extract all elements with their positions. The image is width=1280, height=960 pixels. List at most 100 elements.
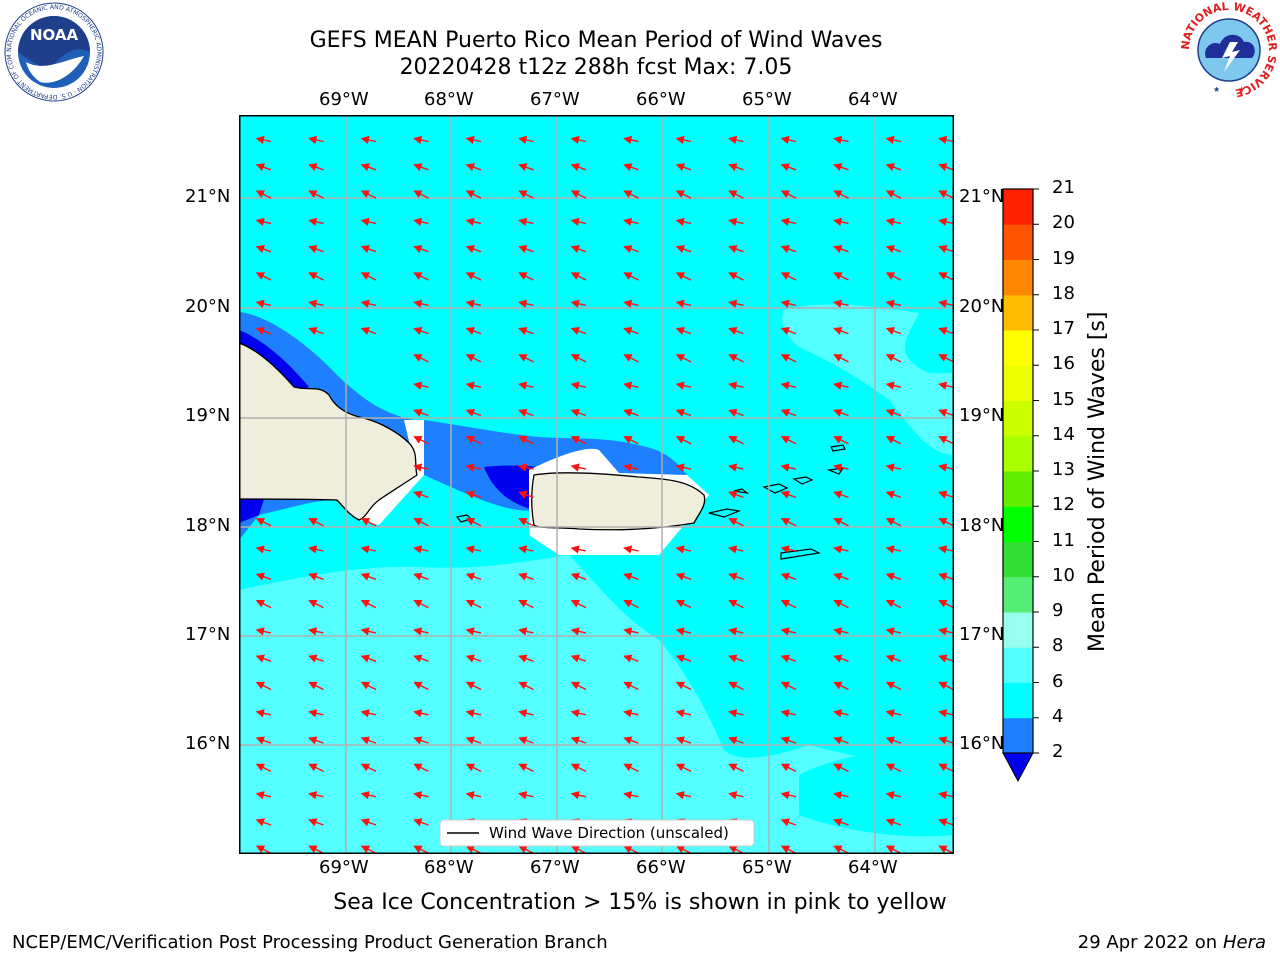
wind-wave-arrow xyxy=(308,763,324,773)
wind-wave-arrow xyxy=(938,299,954,308)
wind-wave-arrow xyxy=(465,354,482,363)
wind-wave-arrow xyxy=(518,763,534,773)
colorbar-tick-label: 19 xyxy=(1052,247,1075,269)
wind-wave-arrow xyxy=(465,463,482,472)
noaa-logo: NATIONAL OCEANIC AND ATMOSPHERIC ADMINIS… xyxy=(4,2,104,102)
wind-wave-arrow xyxy=(833,135,849,145)
lon-label-bottom: 67°W xyxy=(530,857,580,878)
wind-wave-arrow xyxy=(938,326,954,335)
wind-wave-arrow xyxy=(885,736,902,745)
wind-wave-arrow xyxy=(255,190,272,199)
wind-wave-arrow xyxy=(360,518,377,527)
lon-label-top: 69°W xyxy=(319,89,369,110)
wind-wave-arrow xyxy=(938,518,954,527)
wind-wave-arrow xyxy=(518,245,534,254)
wind-wave-arrow xyxy=(780,163,797,172)
wind-wave-arrow xyxy=(413,490,429,499)
chart-title-line1: GEFS MEAN Puerto Rico Mean Period of Win… xyxy=(309,28,883,53)
wind-wave-arrow xyxy=(780,763,797,773)
wind-wave-arrow xyxy=(465,791,482,800)
wind-wave-arrow xyxy=(780,545,797,554)
wind-wave-arrow xyxy=(518,518,534,527)
wind-wave-arrow xyxy=(413,654,429,663)
wind-wave-arrow xyxy=(938,272,954,281)
wind-wave-arrow xyxy=(623,190,639,199)
wind-wave-arrow xyxy=(518,326,534,335)
map-legend: Wind Wave Direction (unscaled) xyxy=(439,819,755,847)
wind-wave-arrow xyxy=(570,791,587,800)
wind-wave-arrow xyxy=(518,627,534,636)
footer-producer: NCEP/EMC/Verification Post Processing Pr… xyxy=(12,932,608,953)
wind-wave-arrow xyxy=(518,490,534,499)
wind-wave-arrow xyxy=(518,845,534,854)
wind-wave-arrow xyxy=(623,627,639,636)
wind-wave-arrow xyxy=(938,135,954,145)
colorbar-tick-label: 8 xyxy=(1052,635,1064,657)
wind-wave-arrow xyxy=(675,163,692,172)
wind-wave-arrow xyxy=(675,190,692,199)
wind-wave-arrow xyxy=(728,272,744,281)
wind-wave-arrow xyxy=(413,381,429,390)
wind-wave-arrow xyxy=(623,272,639,281)
wind-wave-arrow xyxy=(518,217,534,226)
lon-label-top: 66°W xyxy=(636,89,686,110)
wind-wave-arrow xyxy=(255,845,272,854)
wind-wave-arrow xyxy=(570,681,587,691)
wind-wave-arrow xyxy=(885,408,902,417)
wind-wave-arrow xyxy=(570,381,587,390)
colorbar-bin xyxy=(1003,330,1033,366)
wind-wave-arrow xyxy=(465,299,482,308)
land-hispaniola-top xyxy=(239,342,418,521)
wind-wave-arrow xyxy=(570,135,587,145)
wind-wave-arrow xyxy=(675,217,692,226)
wind-wave-arrow xyxy=(255,545,272,554)
colorbar-tick-label: 14 xyxy=(1052,423,1075,445)
colorbar-tick-label: 13 xyxy=(1052,459,1075,480)
wind-wave-arrow xyxy=(833,599,849,609)
wind-wave-arrow xyxy=(360,709,377,718)
colorbar-tick-label: 4 xyxy=(1052,705,1064,727)
lat-label-left: 18°N xyxy=(185,515,231,536)
colorbar-tick-label: 12 xyxy=(1052,494,1075,516)
wind-wave-arrow xyxy=(308,736,324,745)
wind-wave-arrow xyxy=(465,381,482,390)
wind-wave-arrow xyxy=(885,354,902,363)
wind-wave-arrow xyxy=(675,326,692,335)
wind-wave-arrow xyxy=(885,190,902,199)
wind-wave-arrow xyxy=(465,163,482,172)
noaa-logo-text: NOAA xyxy=(30,26,79,44)
wind-wave-arrow xyxy=(570,627,587,636)
wind-wave-arrow xyxy=(728,381,744,390)
wind-wave-arrow xyxy=(728,545,744,554)
wind-wave-arrow xyxy=(360,326,377,335)
wind-wave-arrow xyxy=(938,791,954,800)
wind-wave-arrow xyxy=(885,490,902,499)
wind-wave-arrow xyxy=(360,545,377,554)
wind-wave-arrow xyxy=(360,763,377,773)
wind-wave-arrow xyxy=(308,518,324,527)
wind-wave-arrow xyxy=(938,572,954,581)
wind-wave-arrow xyxy=(780,135,797,145)
wind-wave-arrow xyxy=(885,163,902,172)
wind-wave-arrow xyxy=(623,763,639,773)
wind-wave-arrow xyxy=(255,135,272,145)
wind-wave-arrow xyxy=(833,408,849,417)
wind-wave-arrow xyxy=(780,518,797,527)
land-st-croix xyxy=(780,548,821,560)
wind-wave-arrow xyxy=(360,791,377,800)
wind-wave-arrow xyxy=(780,408,797,417)
wind-wave-arrow xyxy=(465,763,482,773)
wind-wave-arrow xyxy=(728,681,744,691)
lat-label-right: 19°N xyxy=(959,405,1005,426)
wind-wave-arrow xyxy=(518,681,534,691)
wind-wave-arrow xyxy=(413,272,429,281)
wind-wave-arrow xyxy=(413,518,429,527)
wind-wave-arrow xyxy=(938,599,954,609)
wind-wave-arrow xyxy=(255,681,272,691)
wind-wave-arrow xyxy=(728,463,744,472)
wind-wave-arrow xyxy=(413,135,429,145)
wind-wave-arrow xyxy=(675,736,692,745)
wind-wave-arrow xyxy=(570,599,587,609)
wind-wave-arrow xyxy=(938,354,954,363)
wind-wave-arrow xyxy=(518,736,534,745)
